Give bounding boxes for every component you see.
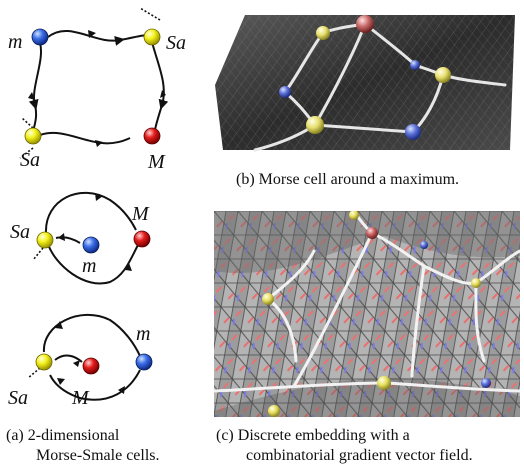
minimum-point <box>410 60 420 70</box>
minimum-point <box>279 86 291 98</box>
saddle-point <box>24 127 42 145</box>
minimum-point <box>82 236 100 254</box>
saddle-point <box>262 293 274 305</box>
maximum-point <box>133 230 151 248</box>
label-max: M <box>131 203 150 225</box>
saddle-point <box>471 278 481 288</box>
saddle-point <box>268 405 280 417</box>
minimum-point <box>405 124 421 140</box>
caption-a-line1: (a) 2-dimensional <box>6 427 120 444</box>
label-min: m <box>136 323 150 345</box>
label-max: M <box>147 151 166 173</box>
saddle-point <box>435 67 451 83</box>
saddle-point <box>316 26 330 40</box>
caption-b: (b) Morse cell around a maximum. <box>236 171 460 188</box>
label-saddle: Sa <box>166 32 186 54</box>
minimum-point <box>31 28 49 46</box>
saddle-point <box>35 353 53 371</box>
saddle-point <box>306 116 324 134</box>
label-max: M <box>71 387 90 409</box>
minimum-point <box>420 241 428 249</box>
maximum-point <box>143 127 161 145</box>
cell-1-rectangle <box>28 30 169 145</box>
maximum-point <box>356 15 374 33</box>
maximum-point <box>366 227 378 239</box>
saddle-point <box>36 231 54 249</box>
maximum-point <box>82 357 100 375</box>
cell-3-triangle <box>42 313 141 401</box>
saddle-separatrix-hint <box>139 7 161 21</box>
caption-a-line2: Morse-Smale cells. <box>36 447 160 464</box>
panel-a-morse-smale-cells: m Sa Sa M Sa m M Sa M m <box>8 7 186 409</box>
saddle-point <box>377 376 391 390</box>
panel-c-discrete-embedding <box>214 211 520 417</box>
label-saddle: Sa <box>20 149 40 171</box>
saddle-point <box>143 28 161 46</box>
minimum-point <box>135 353 153 371</box>
label-min: m <box>82 255 96 277</box>
caption-c-line1: (c) Discrete embedding with a <box>216 427 410 444</box>
panel-b-morse-cell-surface <box>215 15 515 152</box>
label-saddle: Sa <box>10 221 30 243</box>
minimum-point <box>481 378 491 388</box>
cell-2-triangle <box>44 191 139 285</box>
label-saddle: Sa <box>8 387 28 409</box>
caption-c-line2: combinatorial gradient vector field. <box>246 447 473 464</box>
label-min: m <box>8 31 22 53</box>
saddle-point <box>349 211 359 220</box>
